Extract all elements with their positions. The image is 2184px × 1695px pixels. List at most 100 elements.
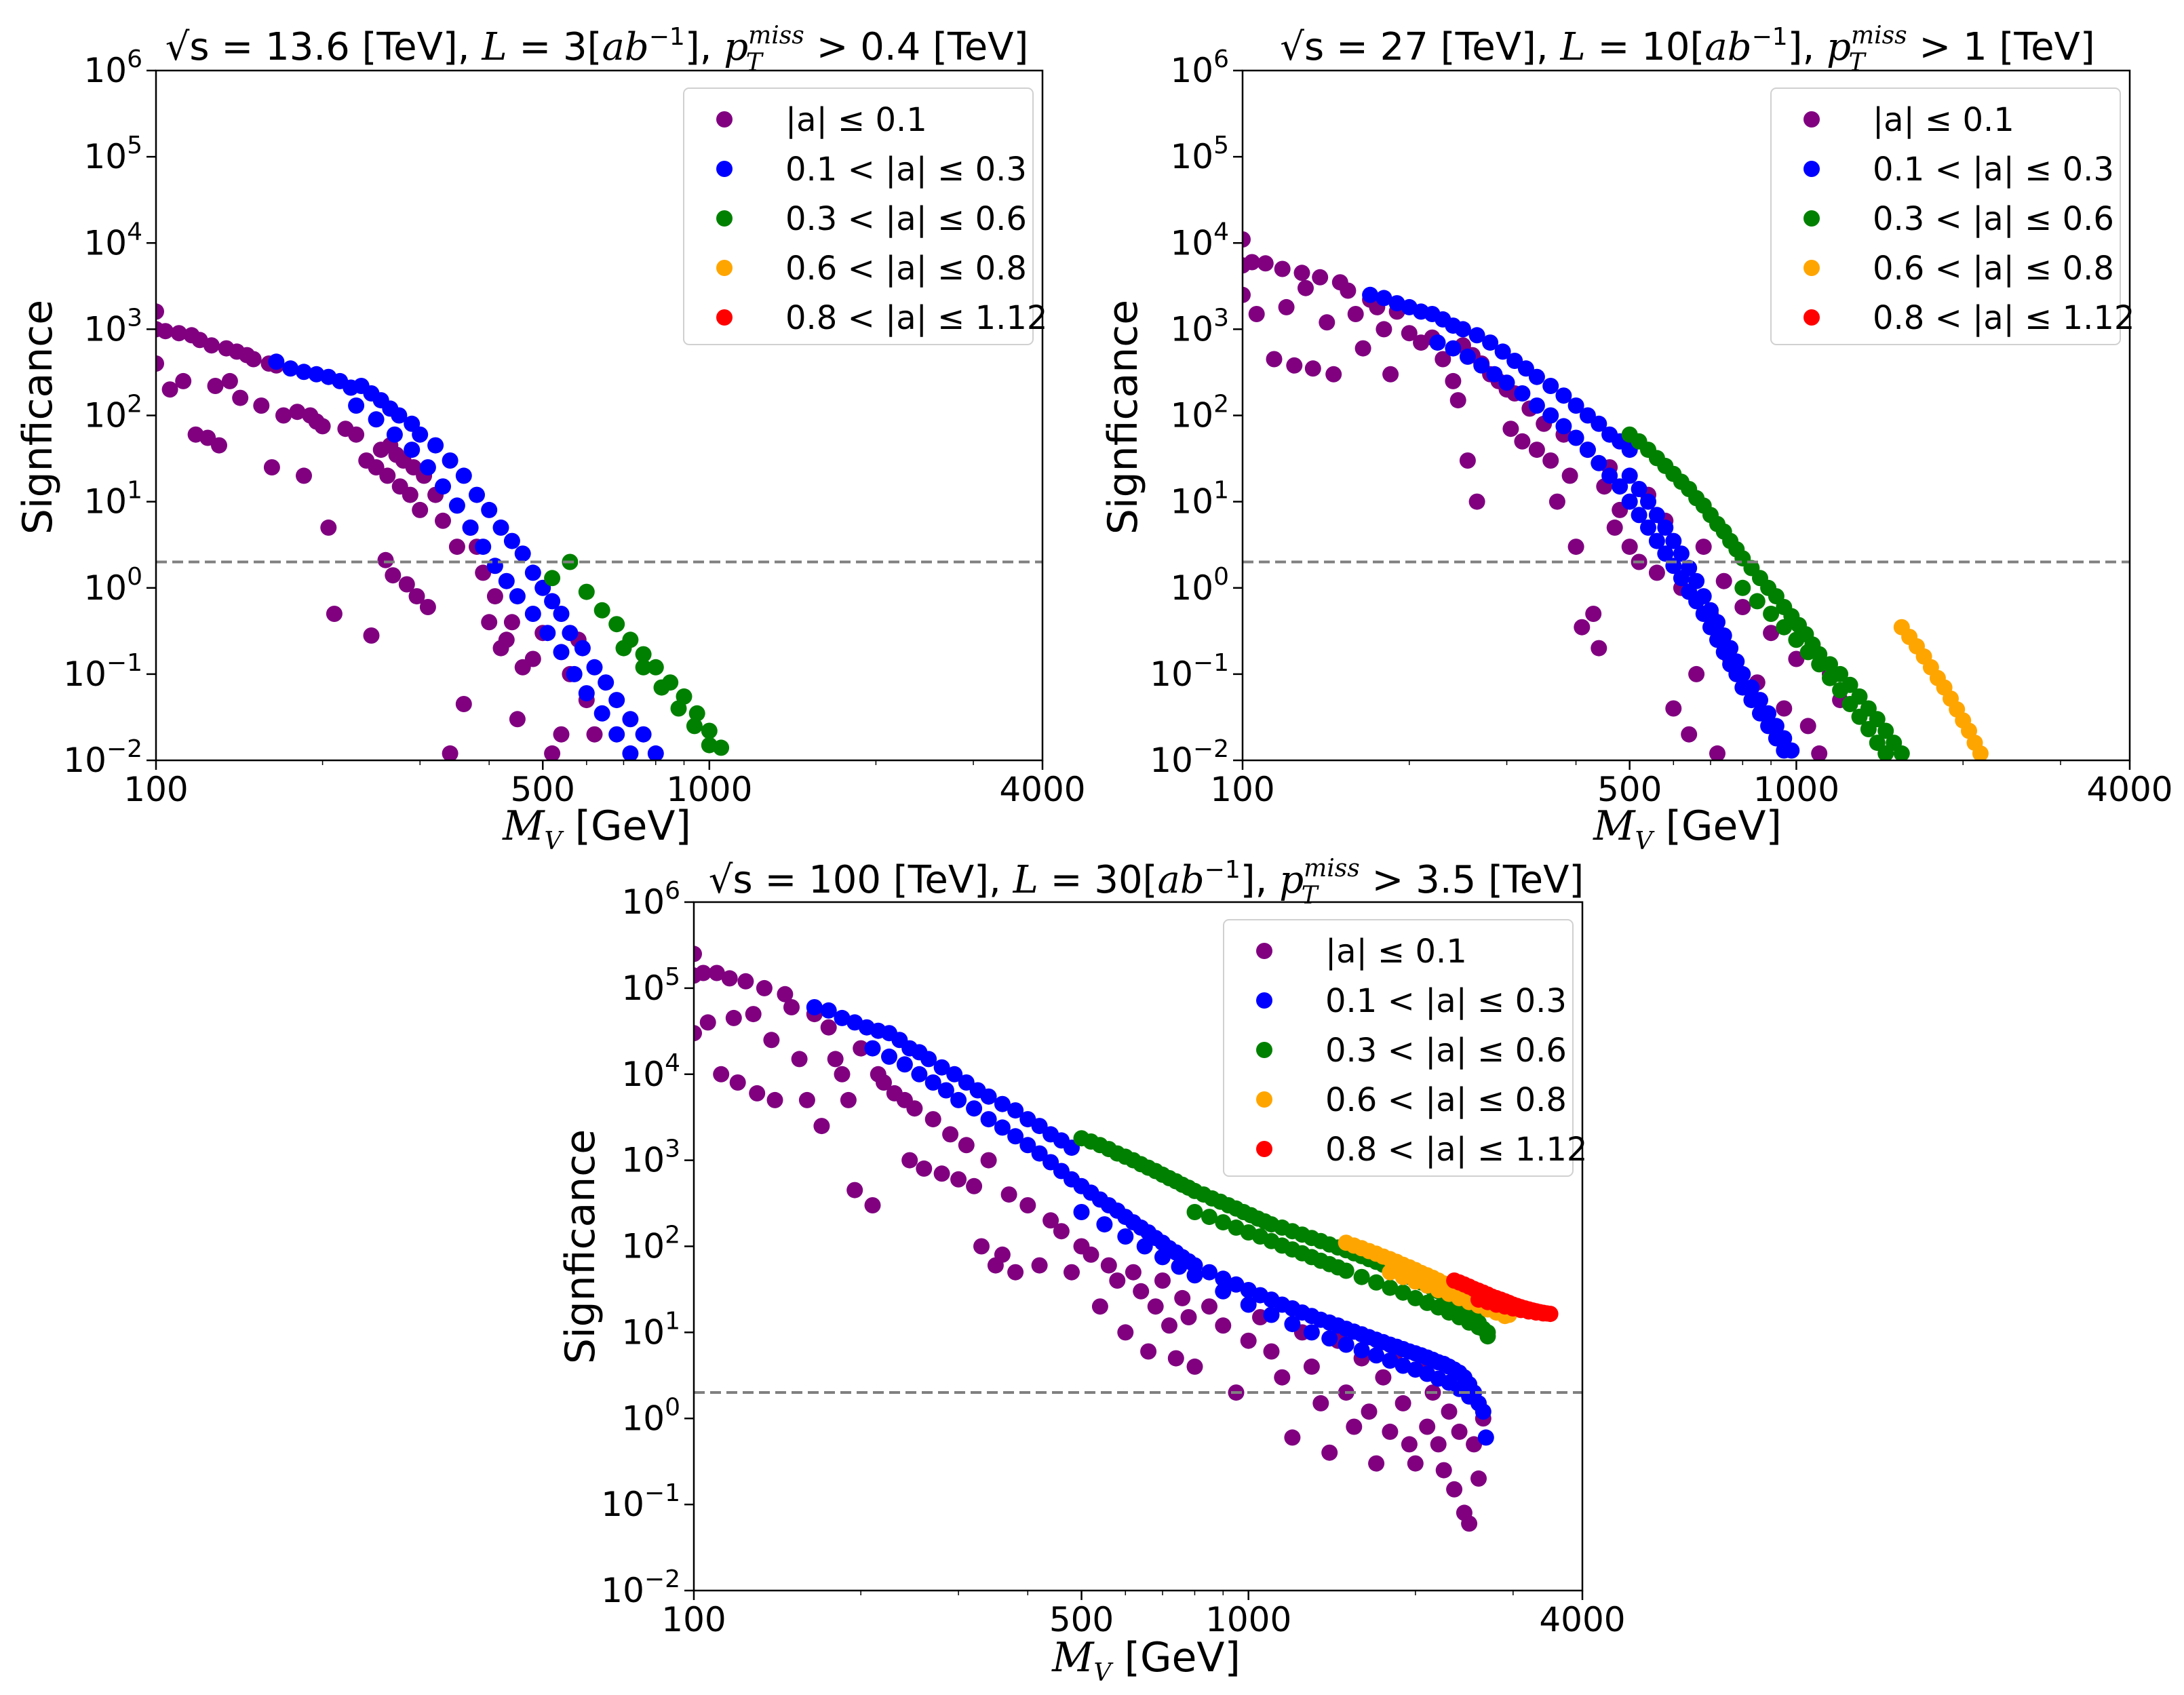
data-point (1621, 539, 1638, 556)
data-point (1473, 357, 1490, 374)
data-point (475, 539, 492, 556)
data-point (598, 674, 615, 691)
data-point (1136, 1238, 1153, 1255)
data-point (1811, 745, 1828, 760)
data-point (1799, 718, 1816, 735)
y-tick-label: 103 (1170, 304, 1229, 349)
legend-marker (1256, 943, 1272, 959)
data-point (1019, 1137, 1036, 1154)
data-point (1007, 1264, 1024, 1281)
legend-box (1223, 919, 1574, 1177)
y-axis-label: Signficance (14, 300, 62, 534)
y-tick-label: 105 (83, 132, 142, 176)
y-tick-label: 101 (83, 477, 142, 522)
data-point (1648, 564, 1665, 581)
data-point (385, 567, 402, 584)
y-tick-label: 102 (83, 391, 142, 435)
data-point (725, 1009, 742, 1026)
legend-marker (716, 309, 733, 326)
data-point (1972, 745, 1989, 760)
data-point (980, 1152, 997, 1169)
legend-label: 0.6 < |a| ≤ 0.8 (1873, 250, 2114, 288)
data-point (1665, 700, 1682, 717)
data-point (635, 659, 652, 676)
legend-item: 0.3 < |a| ≤ 0.6 (1803, 200, 2114, 238)
data-point (448, 497, 465, 514)
data-point (442, 745, 459, 760)
y-tick-label: 101 (1170, 477, 1229, 522)
legend-label: 0.8 < |a| ≤ 1.12 (785, 299, 1047, 337)
data-point (622, 745, 639, 760)
data-point (1542, 378, 1559, 394)
data-point (427, 437, 444, 454)
x-tick-label: 100 (661, 1600, 726, 1639)
data-point (1461, 1515, 1478, 1532)
legend-marker (716, 111, 733, 128)
data-point (1555, 418, 1572, 435)
chart-title: √s = 27 [TeV], L = 10[ab−1], pmiss T > 1 … (1280, 22, 2094, 77)
data-point (1376, 321, 1392, 338)
data-point (435, 478, 451, 495)
legend-marker (1803, 210, 1820, 227)
panel-top-left: √s = 13.6 [TeV], L = 3[ab−1], pmiss T > 0… (14, 22, 1086, 855)
data-point (966, 1177, 983, 1194)
data-point (1325, 366, 1342, 383)
data-point (544, 745, 561, 760)
data-point (492, 519, 509, 536)
data-point (1475, 1403, 1491, 1420)
data-point (635, 646, 652, 663)
data-point (876, 1074, 892, 1091)
legend-marker (1256, 992, 1272, 1009)
data-point (514, 545, 531, 562)
data-point (1860, 721, 1877, 737)
data-point (314, 418, 331, 435)
data-point (1382, 1352, 1399, 1369)
data-point (994, 1119, 1011, 1136)
data-point (1695, 539, 1712, 556)
data-point (539, 625, 556, 642)
data-point (1000, 1186, 1017, 1203)
data-point (670, 700, 687, 717)
data-point (1215, 1317, 1232, 1334)
data-point (806, 999, 823, 1015)
y-tick-label: 104 (1170, 218, 1229, 262)
data-point (1248, 306, 1265, 322)
data-point (834, 1009, 851, 1026)
legend-label: 0.1 < |a| ≤ 0.3 (1873, 151, 2114, 189)
data-point (1445, 372, 1462, 389)
data-point (1528, 442, 1545, 459)
data-point (1459, 348, 1476, 365)
data-point (1702, 602, 1719, 619)
data-point (1321, 1330, 1338, 1347)
data-point (1215, 1283, 1232, 1300)
data-point (745, 1006, 762, 1023)
legend-label: 0.1 < |a| ≤ 0.3 (1325, 982, 1567, 1020)
data-point (1319, 314, 1335, 331)
data-point (1648, 507, 1665, 524)
data-point (1640, 493, 1656, 510)
data-point (475, 564, 492, 581)
data-point (721, 970, 738, 987)
data-point (1382, 366, 1399, 383)
data-point (1734, 599, 1751, 615)
data-point (391, 407, 408, 424)
data-point (1468, 327, 1485, 344)
data-point (701, 737, 718, 754)
legend-label: 0.6 < |a| ≤ 0.8 (785, 250, 1027, 288)
data-point (946, 1066, 963, 1083)
data-point (1368, 1455, 1385, 1472)
data-point (1186, 1267, 1203, 1284)
data-point (1799, 644, 1816, 661)
data-point (864, 1197, 881, 1213)
data-point (933, 1059, 950, 1076)
data-point (1514, 385, 1531, 402)
x-tick-label: 100 (123, 770, 188, 809)
data-point (1561, 467, 1578, 484)
data-point (462, 519, 479, 536)
data-point (1601, 467, 1618, 484)
data-point (1430, 1436, 1447, 1453)
data-point (1446, 1481, 1463, 1498)
data-point (615, 640, 632, 657)
x-tick-label: 1000 (1205, 1600, 1291, 1639)
data-point (966, 1100, 983, 1117)
